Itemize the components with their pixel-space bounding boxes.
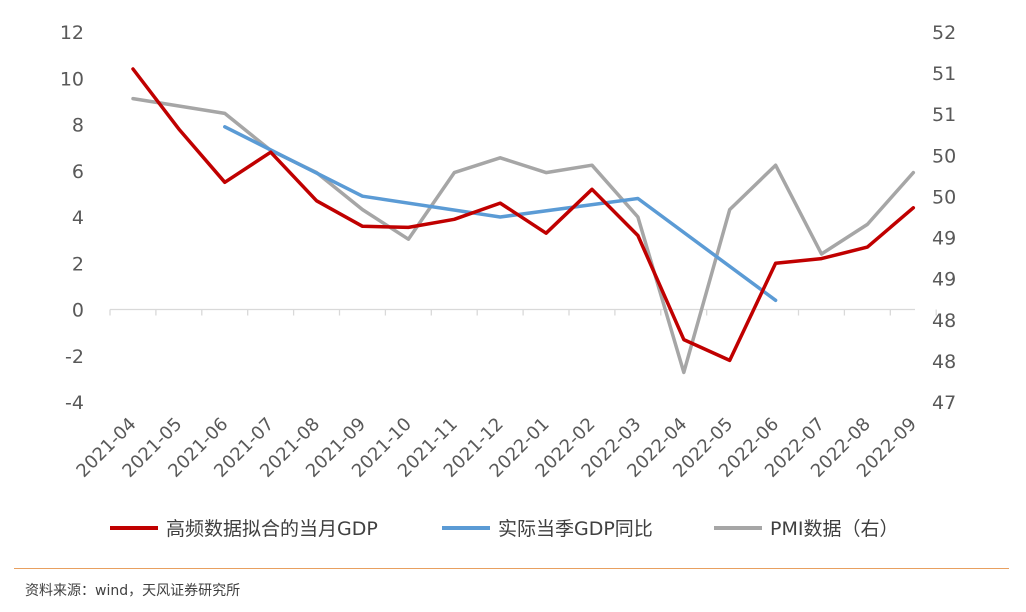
left-tick-label: 0 <box>72 300 84 322</box>
source-divider <box>14 568 1009 569</box>
left-tick-label: 6 <box>72 161 84 183</box>
legend-label: 实际当季GDP同比 <box>498 518 653 540</box>
right-tick-label: 49 <box>932 228 956 250</box>
source-note: 资料来源：wind，天风证券研究所 <box>25 583 241 599</box>
right-tick-label: 51 <box>932 63 956 85</box>
left-tick-label: 12 <box>60 22 84 44</box>
legend: 高频数据拟合的当月GDP 实际当季GDP同比 PMI数据（右） <box>110 518 898 540</box>
left-tick-label: 2 <box>72 253 84 275</box>
right-tick-label: 48 <box>932 351 956 373</box>
right-tick-label: 52 <box>932 22 956 44</box>
series-lines <box>131 67 916 375</box>
chart-grid <box>109 308 937 316</box>
right-tick-label: 49 <box>932 269 956 291</box>
right-tick-label: 50 <box>932 186 956 208</box>
legend-label: 高频数据拟合的当月GDP <box>166 518 378 540</box>
legend-label: PMI数据（右） <box>770 518 898 540</box>
left-tick-label: -2 <box>65 346 84 368</box>
series-line-1 <box>223 125 778 303</box>
right-tick-label: 50 <box>932 145 956 167</box>
left-tick-label: 4 <box>72 207 84 229</box>
x-axis: 2021-042021-052021-062021-072021-082021-… <box>72 414 920 482</box>
series-line-0 <box>131 67 916 363</box>
right-tick-label: 47 <box>932 392 956 414</box>
left-tick-label: 10 <box>60 68 84 90</box>
right-tick-label: 48 <box>932 310 956 332</box>
right-tick-label: 51 <box>932 104 956 126</box>
left-tick-label: 8 <box>72 115 84 137</box>
left-tick-label: -4 <box>65 392 84 414</box>
right-axis: 52 51 51 50 50 49 49 48 48 47 <box>932 22 956 414</box>
left-axis: 12 10 8 6 4 2 0 -2 -4 <box>60 22 84 414</box>
